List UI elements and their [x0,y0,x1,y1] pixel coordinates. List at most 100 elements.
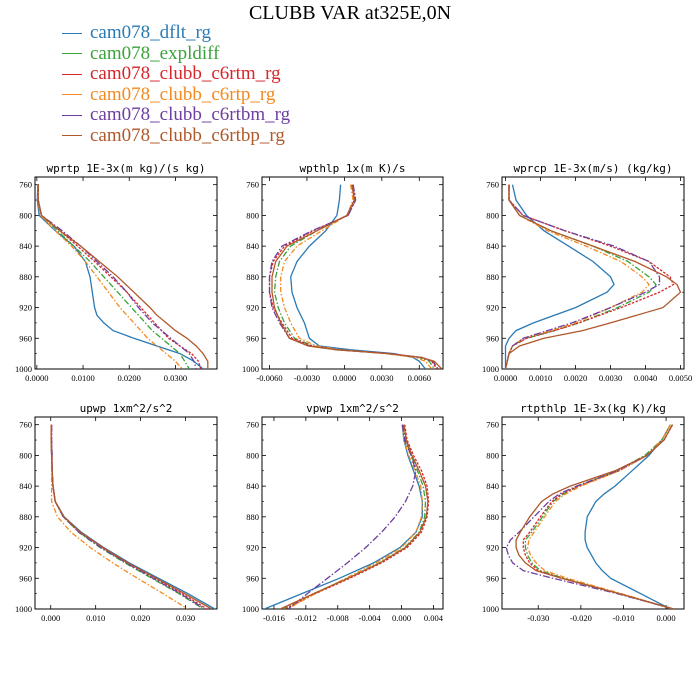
x-tick-label: -0.008 [327,613,349,623]
y-tick-label: 800 [486,450,499,460]
legend-swatch [62,135,82,137]
legend: cam078_dflt_rg cam078_expldiff cam078_cl… [62,22,290,146]
y-tick-label: 1000 [15,364,32,374]
x-tick-label: 0.020 [131,613,150,623]
series-line-3 [284,424,430,609]
legend-entry-expldiff: cam078_expldiff [62,43,290,65]
legend-label: cam078_clubb_c6rtbp_rg [90,124,285,146]
legend-swatch [62,94,82,96]
x-tick-label: 0.004 [424,613,444,623]
x-tick-label: 0.0000 [333,373,356,383]
y-tick-label: 920 [246,543,259,553]
x-tick-label: 0.0000 [494,373,517,383]
y-tick-label: 840 [19,481,32,491]
y-tick-label: 920 [19,303,32,313]
panel-6: rtpthlp 1E-3x(kg K)/kg 760 800 840 880 920 960… [482,402,685,623]
series-line-6 [50,424,212,609]
panel-3: wprcp 1E-3x(m/s) (kg/kg) 760 800 840 880 920 9… [482,162,692,383]
y-tick-label: 840 [486,241,499,251]
legend-label: cam078_clubb_c6rtm_rg [90,63,281,85]
x-tick-label: 0.0300 [164,373,187,383]
legend-label: cam078_dflt_rg [90,22,212,44]
plot-frame [34,176,218,370]
legend-entry-c6rtbm: cam078_clubb_c6rtbm_rg [62,104,290,126]
y-tick-label: 1000 [482,364,499,374]
panel-2: wpthlp 1x(m K)/s7608008408809209601000-0… [242,162,444,383]
y-tick-label: 840 [246,241,259,251]
x-tick-label: -0.0030 [294,373,320,383]
series-line-4 [526,424,673,609]
panel-title: wprtp 1E-3x(m kg)/(s kg) [47,162,206,175]
plot-frame [261,416,444,610]
panel-title: upwp 1xm^2/s^2 [80,402,173,415]
series-line-1 [36,184,204,369]
y-tick-label: 800 [19,450,32,460]
plot-frame [261,176,444,370]
series-line-6 [504,184,682,369]
panel-1: wprtp 1E-3x(m kg)/(s kg) 760 800 840 880 920 9… [15,162,218,383]
y-tick-label: 920 [246,303,259,313]
y-tick-label: 960 [19,573,32,583]
x-tick-label: -0.010 [612,613,634,623]
x-tick-label: 0.0040 [634,373,657,383]
y-tick-label: 880 [486,272,499,282]
x-tick-label: 0.000 [657,613,676,623]
x-tick-label: 0.0020 [564,373,587,383]
panel-title: vpwp 1xm^2/s^2 [306,402,399,415]
series-line-4 [280,184,433,369]
y-tick-label: 920 [486,303,499,313]
series-line-2 [37,184,190,369]
series-line-4 [37,184,183,369]
y-tick-label: 840 [486,481,499,491]
x-tick-label: 0.0060 [408,373,431,383]
y-tick-label: 880 [19,512,32,522]
panel-4: upwp 1xm^2/s^2 760 800 840 880 920 960 1000 0.00… [15,402,218,623]
x-tick-label: 0.0030 [599,373,622,383]
x-tick-label: 0.000 [392,613,411,623]
y-tick-label: 920 [19,543,32,553]
y-tick-label: 1000 [482,604,499,614]
x-tick-label: 0.0010 [529,373,552,383]
y-tick-label: 800 [486,210,499,220]
x-tick-label: -0.016 [263,613,285,623]
y-tick-label: 800 [246,210,259,220]
x-tick-label: -0.004 [359,613,382,623]
legend-swatch [62,73,82,75]
series-line-2 [504,184,657,369]
series-line-3 [504,184,675,369]
panel-title: rtpthlp 1E-3x(kg K)/kg [520,402,666,415]
series-line-6 [37,184,209,369]
y-tick-label: 960 [19,333,32,343]
x-tick-label: 0.0050 [669,373,692,383]
legend-swatch [62,114,82,116]
series-line-5 [37,184,197,369]
series-line-5 [504,184,661,369]
series-line-2 [50,424,204,609]
series-line-1 [50,424,216,609]
series-line-6 [280,424,429,609]
series-line-1 [264,424,423,609]
series-line-1 [290,184,427,369]
y-tick-label: 800 [19,210,32,220]
series-line-5 [268,184,439,369]
y-tick-label: 760 [19,420,32,430]
legend-label: cam078_clubb_c6rtp_rg [90,83,276,105]
y-tick-label: 880 [246,272,259,282]
y-tick-label: 1000 [15,604,32,614]
series-line-6 [515,424,674,609]
x-tick-label: 0.010 [86,613,105,623]
series-line-3 [268,184,438,369]
x-tick-label: -0.012 [295,613,317,623]
legend-entry-c6rtm: cam078_clubb_c6rtm_rg [62,63,290,85]
y-tick-label: 960 [486,333,499,343]
x-tick-label: 0.030 [176,613,195,623]
series-line-3 [50,424,208,609]
x-tick-label: -0.030 [527,613,549,623]
legend-entry-dflt: cam078_dflt_rg [62,22,290,44]
y-tick-label: 760 [486,180,499,190]
series-line-4 [504,184,650,369]
series-line-2 [283,424,427,609]
legend-entry-c6rtp: cam078_clubb_c6rtp_rg [62,83,290,106]
panel-5: vpwp 1xm^2/s^2 760 800 840 880 920 960 1000 -0.0… [242,402,444,623]
